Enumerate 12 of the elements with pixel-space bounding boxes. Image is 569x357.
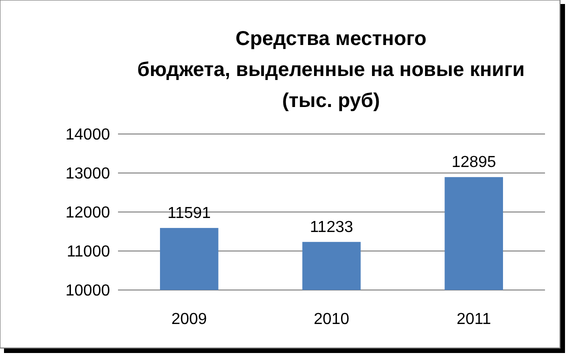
y-tick-label: 13000 (66, 166, 110, 183)
data-label: 12895 (452, 154, 496, 172)
y-tick-label: 14000 (66, 126, 110, 144)
x-tick-label: 2011 (456, 311, 492, 328)
data-label: 11591 (168, 204, 211, 222)
x-tick-label: 2009 (171, 311, 208, 328)
y-tick-label: 12000 (66, 204, 110, 222)
y-tick-label: 10000 (66, 282, 110, 300)
x-tick-label: 2010 (314, 311, 350, 328)
data-label: 11233 (310, 218, 354, 236)
y-tick-label: 11000 (66, 244, 110, 261)
chart-title: Средства местного бюджета, выделенные на новые книги (тыс. руб) (137, 28, 525, 112)
